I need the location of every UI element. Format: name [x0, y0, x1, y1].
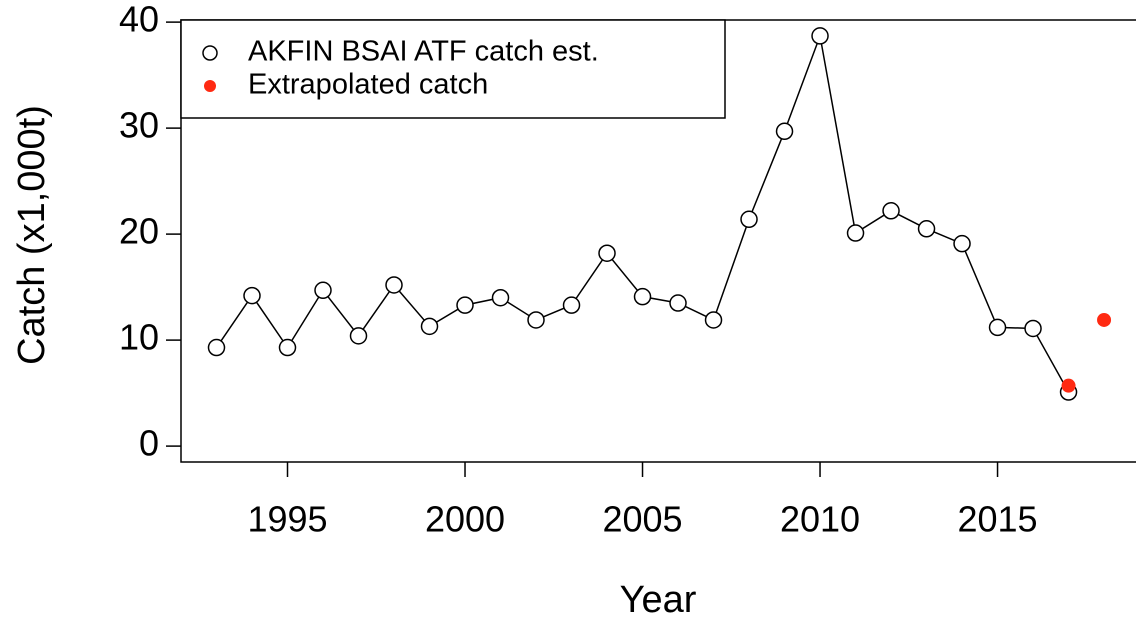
y-tick-label: 20	[119, 211, 159, 252]
data-point	[1024, 319, 1042, 338]
data-point	[882, 202, 900, 220]
data-point	[917, 220, 936, 238]
data-point	[278, 338, 297, 357]
y-axis-title: Catch (x1,000t)	[11, 105, 53, 365]
data-point	[527, 311, 545, 329]
data-point	[491, 288, 510, 307]
y-tick-label: 10	[119, 317, 159, 358]
legend-marker	[204, 80, 216, 92]
data-point	[598, 244, 616, 262]
data-point	[456, 296, 474, 314]
legend-label: Extrapolated catch	[248, 69, 488, 101]
x-tick-label: 2015	[957, 499, 1037, 540]
legend-marker	[202, 45, 218, 61]
x-tick-label: 1995	[247, 499, 327, 540]
legend-box	[180, 19, 726, 119]
data-point	[775, 122, 794, 141]
data-point	[704, 311, 723, 329]
x-tick-label: 2000	[425, 499, 505, 540]
data-point	[420, 317, 439, 336]
x-tick-label: 2005	[602, 499, 682, 540]
data-point	[633, 287, 652, 306]
x-tick-label: 2010	[780, 499, 860, 540]
data-point	[740, 210, 758, 229]
data-point	[846, 224, 865, 242]
data-point	[314, 281, 332, 300]
data-point	[207, 338, 226, 357]
legend-label: AKFIN BSAI ATF catch est.	[248, 36, 599, 68]
data-point	[669, 294, 687, 312]
data-point	[1061, 378, 1076, 393]
x-axis-title: Year	[620, 579, 697, 621]
plot-area	[207, 27, 1112, 401]
data-point	[1097, 312, 1112, 327]
y-tick-label: 0	[139, 423, 159, 464]
y-tick-label: 30	[119, 105, 159, 146]
data-point	[349, 327, 368, 345]
data-point	[953, 234, 971, 253]
data-point	[811, 27, 829, 45]
data-point	[988, 318, 1007, 337]
y-tick-label: 40	[119, 0, 159, 40]
data-point	[243, 286, 261, 305]
data-point	[562, 296, 581, 314]
data-point	[385, 276, 403, 294]
